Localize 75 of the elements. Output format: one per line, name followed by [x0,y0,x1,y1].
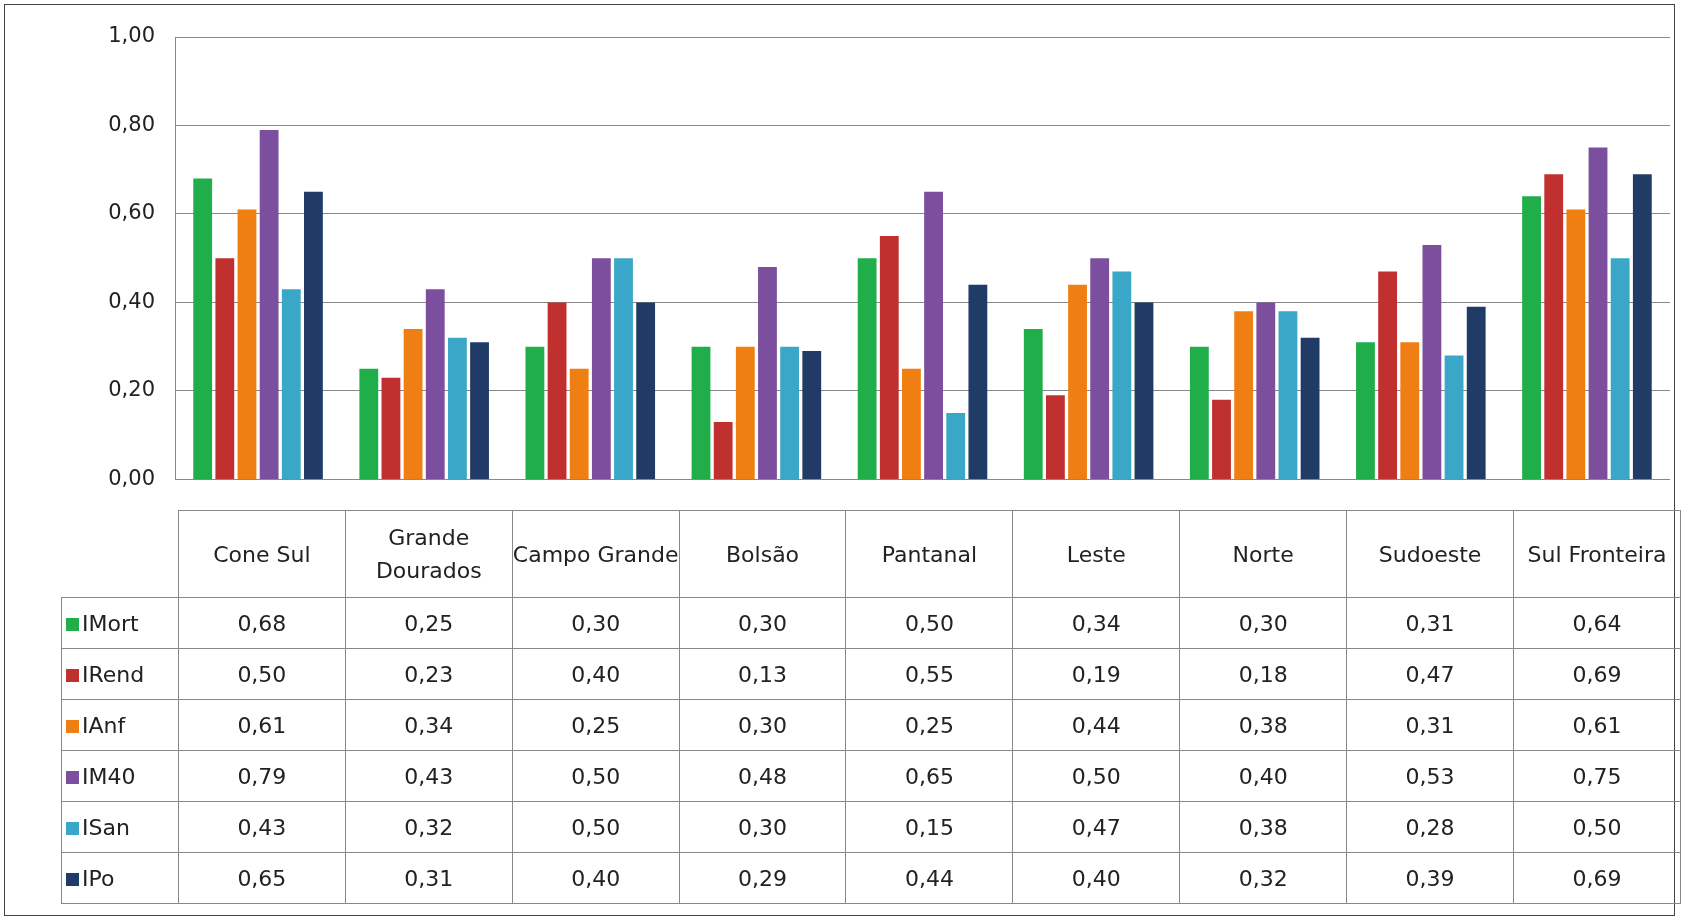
data-label: 0,44 [845,852,1013,904]
x-tick-label: Pantanal [845,510,1013,598]
x-tick-label: Norte [1179,510,1347,598]
y-tick-label: 0,20 [108,377,155,402]
data-label: 0,79 [178,750,346,802]
data-label: 0,69 [1513,648,1681,700]
y-tick-label: 0,00 [108,465,155,490]
data-label: 0,30 [679,699,846,751]
data-label: 0,69 [1513,852,1681,904]
data-label: 0,40 [1179,750,1347,802]
data-label: 0,25 [512,699,680,751]
x-tick-label: Sul Fronteira [1513,510,1681,598]
data-label: 0,15 [845,801,1013,853]
data-label: 0,19 [1012,648,1180,700]
data-label: 0,50 [1513,801,1681,853]
y-tick-label: 0,60 [108,200,155,225]
x-tick-label: Bolsão [679,510,846,598]
data-label: 0,53 [1346,750,1514,802]
x-tick-label: Cone Sul [178,510,346,598]
data-label: 0,50 [512,801,680,853]
data-label: 0,48 [679,750,846,802]
x-tick-label: Sudoeste [1346,510,1514,598]
y-tick-label: 0,40 [108,288,155,313]
data-label: 0,40 [512,648,680,700]
data-label: 0,31 [345,852,513,904]
data-label: 0,61 [178,699,346,751]
data-label: 0,34 [1012,597,1180,649]
data-label: 0,30 [1179,597,1347,649]
data-label: 0,61 [1513,699,1681,751]
data-label: 0,30 [512,597,680,649]
data-label: 0,32 [1179,852,1347,904]
legend-label: ISan [61,801,179,853]
data-label: 0,50 [178,648,346,700]
data-label: 0,38 [1179,801,1347,853]
x-tick-label: Campo Grande [512,510,680,598]
data-label: 0,34 [345,699,513,751]
y-tick-label: 1,00 [108,23,155,48]
data-label: 0,18 [1179,648,1347,700]
data-label: 0,65 [845,750,1013,802]
y-tick-label: 0,80 [108,111,155,136]
data-label: 0,50 [845,597,1013,649]
data-label: 0,31 [1346,597,1514,649]
data-label: 0,23 [345,648,513,700]
legend-label: IPo [61,852,179,904]
data-label: 0,25 [345,597,513,649]
data-label: 0,31 [1346,699,1514,751]
x-tick-label: Leste [1012,510,1180,598]
data-label: 0,38 [1179,699,1347,751]
legend-label: IAnf [61,699,179,751]
legend-label: IRend [61,648,179,700]
x-tick-label: Grande Dourados [345,510,513,598]
data-label: 0,43 [345,750,513,802]
data-label: 0,25 [845,699,1013,751]
data-label: 0,29 [679,852,846,904]
data-label: 0,30 [679,801,846,853]
data-label: 0,13 [679,648,846,700]
data-label: 0,40 [512,852,680,904]
data-label: 0,75 [1513,750,1681,802]
data-label: 0,65 [178,852,346,904]
data-label: 0,43 [178,801,346,853]
data-label: 0,50 [512,750,680,802]
data-label: 0,28 [1346,801,1514,853]
legend-label: IMort [61,597,179,649]
data-label: 0,55 [845,648,1013,700]
data-label: 0,39 [1346,852,1514,904]
data-label: 0,32 [345,801,513,853]
data-label: 0,47 [1346,648,1514,700]
data-label: 0,64 [1513,597,1681,649]
data-label: 0,68 [178,597,346,649]
data-label: 0,44 [1012,699,1180,751]
data-label: 0,47 [1012,801,1180,853]
legend-label: IM40 [61,750,179,802]
data-label: 0,40 [1012,852,1180,904]
data-label: 0,50 [1012,750,1180,802]
data-label: 0,30 [679,597,846,649]
